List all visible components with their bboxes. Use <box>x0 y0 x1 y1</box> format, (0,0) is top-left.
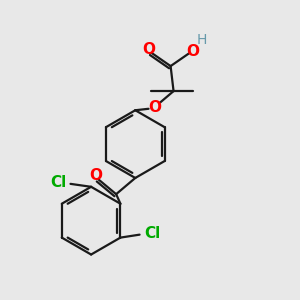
Text: Cl: Cl <box>144 226 160 241</box>
Text: Cl: Cl <box>50 175 66 190</box>
Text: H: H <box>197 34 207 47</box>
Text: O: O <box>142 42 155 57</box>
Text: O: O <box>186 44 199 59</box>
Text: O: O <box>89 168 102 183</box>
Text: O: O <box>148 100 161 115</box>
